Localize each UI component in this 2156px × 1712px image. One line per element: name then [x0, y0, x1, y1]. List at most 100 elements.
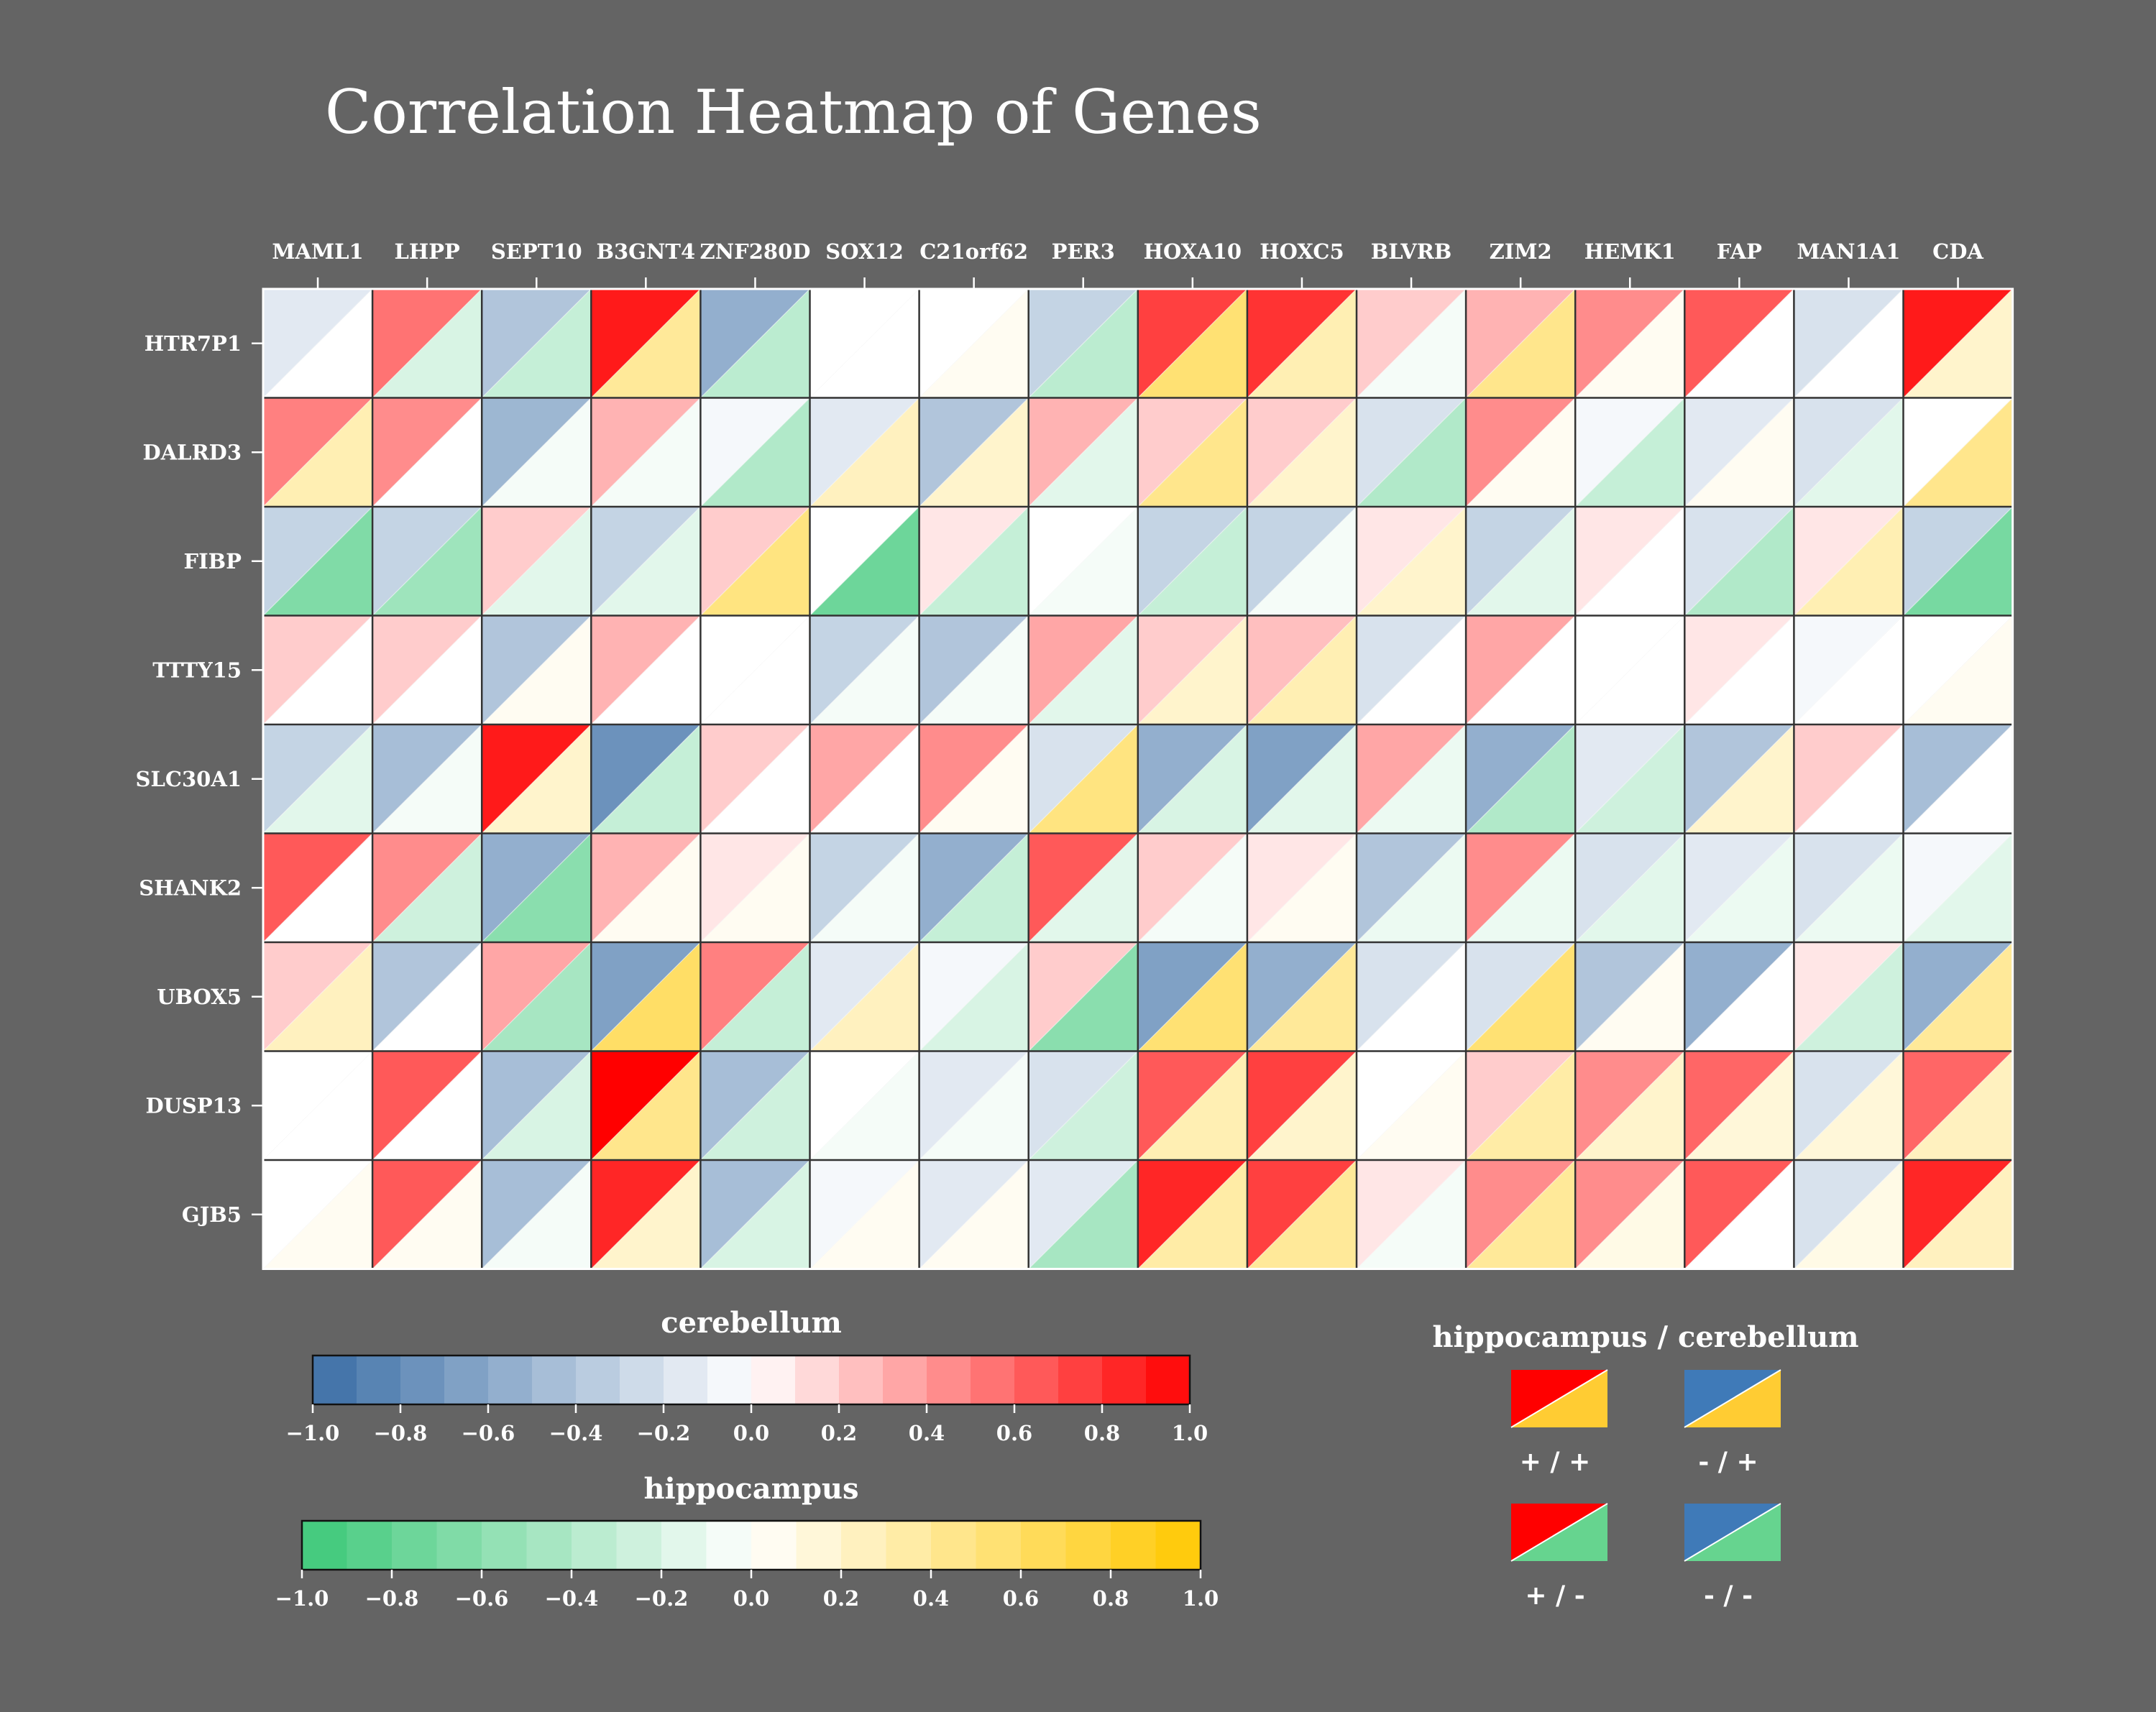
cell-DUSP13-B3GNT4 [590, 1051, 701, 1161]
cell-diagonal [1574, 1159, 1685, 1269]
cell-diagonal [372, 288, 482, 398]
cerebellum-legend: cerebellum −1.0 −0.8 −0.6 −0.4 −0.2 0.0 0.2 0.4 0… [286, 1306, 1208, 1445]
cell-HTR7P1-HEMK1 [1574, 288, 1685, 398]
cell-GJB5-HOXC5 [1247, 1159, 1357, 1269]
key-legend-title: hippocampus / cerebellum [1432, 1320, 1858, 1354]
cell-HTR7P1-CDA [1903, 288, 2014, 398]
cerebellum-colorbar-swatch [1102, 1356, 1147, 1404]
cell-diagonal [590, 833, 701, 943]
cell-diagonal [590, 1159, 701, 1269]
column-label: ZIM2 [1490, 239, 1552, 264]
cell-HTR7P1-PER3 [1028, 288, 1139, 398]
cell-diagonal [1903, 506, 2014, 616]
cerebellum-colorbar-swatch [532, 1356, 577, 1404]
column-label: BLVRB [1371, 239, 1452, 264]
cell-diagonal [1903, 615, 2014, 725]
cell-SHANK2-MAN1A1 [1793, 833, 1904, 943]
cell-diagonal [809, 397, 920, 507]
cell-diagonal [481, 288, 592, 398]
hippocampus-colorbar-swatch [1065, 1521, 1111, 1570]
cell-HTR7P1-HOXA10 [1137, 288, 1248, 398]
row-label: FIBP [184, 549, 242, 574]
cell-SLC30A1-ZIM2 [1465, 724, 1576, 834]
hippocampus-colorbar-tick-label: −0.8 [365, 1586, 419, 1611]
cell-diagonal [1137, 833, 1248, 943]
hippocampus-colorbar-tick-label: 0.4 [913, 1586, 949, 1611]
cell-diagonal [1465, 1159, 1576, 1269]
cell-TTTY15-FAP [1684, 615, 1794, 725]
hippocampus-colorbar-tick-label: −0.2 [635, 1586, 689, 1611]
hippocampus-colorbar-tick-label: 0.0 [733, 1586, 769, 1611]
cell-diagonal [1684, 1051, 1794, 1161]
cell-diagonal [1574, 615, 1685, 725]
cell-diagonal [1028, 833, 1139, 943]
cell-DUSP13-HOXC5 [1247, 1051, 1357, 1161]
hippocampus-colorbar-tick-label: −0.6 [455, 1586, 509, 1611]
cell-diagonal [1574, 506, 1685, 616]
hippocampus-colorbar-swatch [436, 1521, 482, 1570]
cell-diagonal [809, 288, 920, 398]
cerebellum-colorbar-swatch [444, 1356, 489, 1404]
cell-GJB5-SOX12 [809, 1159, 920, 1269]
cell-HTR7P1-B3GNT4 [590, 288, 701, 398]
cell-HTR7P1-HOXC5 [1247, 288, 1357, 398]
cell-FIBP-MAML1 [262, 506, 373, 616]
cell-DUSP13-PER3 [1028, 1051, 1139, 1161]
grid-border [262, 287, 2014, 1270]
cell-DALRD3-LHPP [372, 397, 482, 507]
cell-diagonal [699, 833, 810, 943]
cerebellum-colorbar-tick-label: 1.0 [1172, 1421, 1208, 1445]
cell-GJB5-HEMK1 [1574, 1159, 1685, 1269]
cell-FIBP-SOX12 [809, 506, 920, 616]
cell-TTTY15-C21orf62 [919, 615, 1029, 725]
cell-diagonal [1247, 942, 1357, 1051]
cell-diagonal [1028, 506, 1139, 616]
cell-DALRD3-CDA [1903, 397, 2014, 507]
key-label: - / - [1704, 1580, 1753, 1611]
row-label: TTTY15 [152, 658, 242, 682]
cell-diagonal [1028, 724, 1139, 834]
cell-diagonal [1903, 724, 2014, 834]
cell-TTTY15-B3GNT4 [590, 615, 701, 725]
cell-diagonal [1465, 942, 1576, 1051]
column-label: MAN1A1 [1797, 239, 1900, 264]
hippocampus-legend-title: hippocampus [643, 1472, 858, 1506]
row-label: UBOX5 [157, 985, 242, 1009]
cell-diagonal [1793, 1051, 1904, 1161]
cerebellum-colorbar-swatch [313, 1356, 357, 1404]
cell-diagonal [1356, 506, 1467, 616]
cell-diagonal [1465, 397, 1576, 507]
cell-diagonal [1247, 1051, 1357, 1161]
cell-diagonal [372, 1159, 482, 1269]
cell-GJB5-MAN1A1 [1793, 1159, 1904, 1269]
cell-diagonal [372, 506, 482, 616]
cell-diagonal [1465, 506, 1576, 616]
cell-diagonal [1247, 724, 1357, 834]
key-diagonal [1510, 1503, 1608, 1562]
cell-diagonal [262, 615, 373, 725]
cell-DALRD3-FAP [1684, 397, 1794, 507]
cell-GJB5-LHPP [372, 1159, 482, 1269]
cell-diagonal [590, 724, 701, 834]
cell-DALRD3-B3GNT4 [590, 397, 701, 507]
cell-diagonal [481, 615, 592, 725]
chart-title: Correlation Heatmap of Genes [325, 77, 1262, 147]
cell-diagonal [699, 506, 810, 616]
cell-UBOX5-HOXC5 [1247, 942, 1357, 1051]
cell-SLC30A1-HOXA10 [1137, 724, 1248, 834]
cell-diagonal [1028, 615, 1139, 725]
cell-diagonal [1137, 615, 1248, 725]
hippocampus-colorbar-swatch [1155, 1521, 1201, 1570]
cell-diagonal [262, 506, 373, 616]
cell-diagonal [262, 833, 373, 943]
cell-SHANK2-MAML1 [262, 833, 373, 943]
cell-diagonal [372, 724, 482, 834]
hippocampus-colorbar-swatch [841, 1521, 887, 1570]
cell-DUSP13-LHPP [372, 1051, 482, 1161]
cerebellum-colorbar-swatch [795, 1356, 840, 1404]
cell-UBOX5-FAP [1684, 942, 1794, 1051]
cell-diagonal [1356, 1159, 1467, 1269]
cell-DALRD3-MAN1A1 [1793, 397, 1904, 507]
cell-diagonal [1247, 397, 1357, 507]
cell-DALRD3-PER3 [1028, 397, 1139, 507]
